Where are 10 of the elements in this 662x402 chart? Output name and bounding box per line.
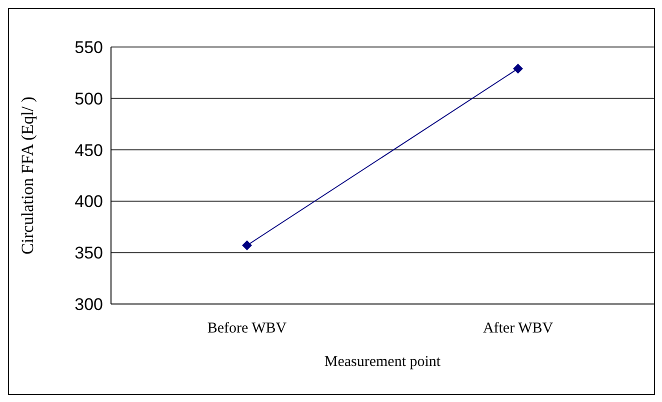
y-tick-label: 500 (74, 89, 103, 108)
y-tick-label: 450 (74, 140, 103, 160)
x-axis-title: Measurement point (324, 354, 442, 370)
x-tick-label: After WBV (482, 320, 554, 337)
y-tick-label: 300 (74, 295, 103, 314)
y-tick-label: 400 (74, 192, 103, 212)
x-tick-label: Before WBV (207, 320, 287, 337)
y-tick-label: 550 (74, 38, 103, 58)
y-tick-label: 350 (74, 244, 103, 263)
y-axis-title: Circulation FFA (Eql/ ) (18, 96, 38, 254)
